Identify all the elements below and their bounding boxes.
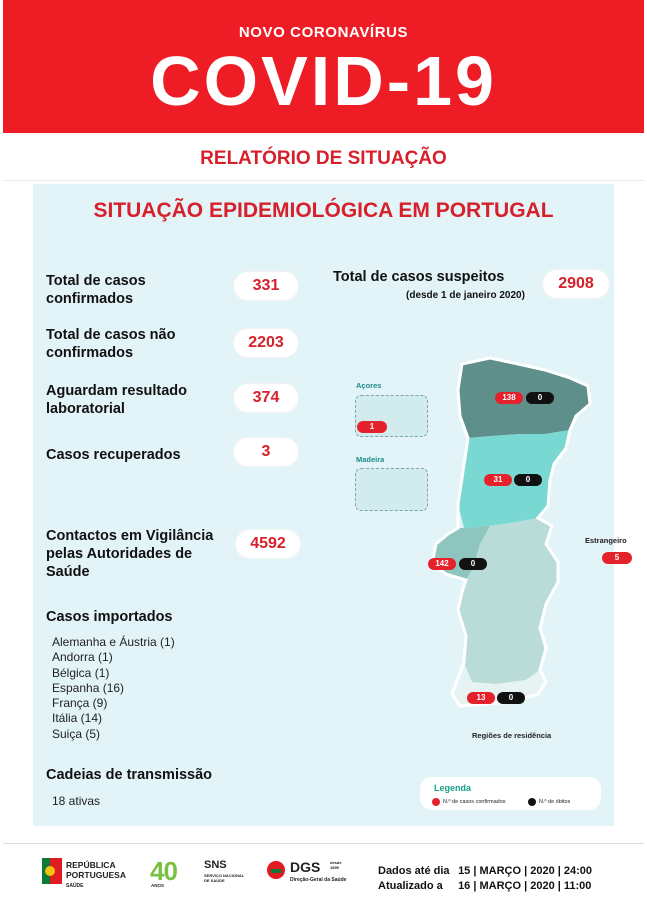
suspected-label: Total de casos suspeitos	[333, 269, 505, 285]
azores-label: Açores	[356, 381, 382, 390]
header-title: COVID-19	[150, 42, 497, 120]
sns-name: SNS	[204, 859, 227, 871]
panel-title: SITUAÇÃO EPIDEMIOLÓGICA EM PORTUGAL	[93, 199, 554, 222]
algarve-confirmed-badge: 13	[467, 692, 495, 704]
footer-divider	[3, 843, 644, 844]
not-confirmed-value: 2203	[234, 329, 298, 357]
report-title: RELATÓRIO DE SITUAÇÃO	[200, 148, 447, 169]
recovered-value: 3	[234, 438, 298, 466]
data-date-label: Dados até dia	[378, 865, 450, 877]
not-confirmed-label: Total de casos não confirmados	[46, 327, 176, 361]
region-north	[458, 358, 590, 438]
legend-deaths: N.º de óbitos	[528, 798, 570, 806]
legend-confirmed: N.º de casos confirmados	[432, 798, 506, 806]
madeira-label: Madeira	[356, 455, 385, 464]
updated-date-row: Atualizado a 16 | MARÇO | 2020 | 11:00	[378, 880, 591, 892]
republica-sub: SAÚDE	[66, 883, 84, 889]
abroad-label: Estrangeiro	[585, 536, 627, 545]
map-legend: Legenda N.º de casos confirmados N.º de …	[420, 777, 601, 810]
updated-date-label: Atualizado a	[378, 880, 443, 892]
chains-value: 18 ativas	[52, 794, 101, 808]
deaths-marker-icon	[528, 798, 536, 806]
list-item: Espanha (16)	[52, 680, 125, 695]
legend-deaths-label: N.º de óbitos	[539, 799, 571, 805]
divider	[3, 180, 644, 181]
sns-anniversary-number: 40	[150, 856, 178, 886]
list-item: Bélgica (1)	[52, 665, 110, 680]
confirmed-marker-icon	[432, 798, 440, 806]
imported-title: Casos importados	[46, 609, 173, 625]
sns-anniversary-years: ANOS	[151, 883, 165, 888]
algarve-deaths-badge: 0	[497, 692, 525, 704]
recovered-label: Casos recuperados	[46, 447, 181, 463]
sns-logo: 40 ANOS SNS SERVIÇO NACIONAL DE SAÚDE	[150, 856, 250, 892]
dgs-sub: Direção-Geral da Saúde	[290, 877, 347, 883]
regions-label: Regiões de residência	[472, 731, 552, 740]
contacts-label: Contactos em Vigilância pelas Autoridade…	[46, 528, 214, 580]
north-deaths-badge: 0	[526, 392, 554, 404]
suspected-note: (desde 1 de janeiro 2020)	[406, 290, 525, 301]
list-item: Andorra (1)	[52, 650, 113, 665]
updated-date-value: 16 | MARÇO | 2020 | 11:00	[458, 880, 592, 892]
legend-confirmed-label: N.º de casos confirmados	[443, 799, 506, 805]
legend-title: Legenda	[434, 783, 472, 793]
republica-line1: REPÚBLICA	[66, 860, 116, 870]
north-confirmed-badge: 138	[495, 392, 523, 404]
republica-logo: REPÚBLICA PORTUGUESA SAÚDE	[42, 856, 162, 892]
confirmed-label: Total de casos confirmados	[46, 273, 146, 307]
chains-title: Cadeias de transmissão	[46, 767, 213, 783]
header-banner: NOVO CORONAVÍRUS COVID-19	[3, 0, 644, 133]
confirmed-value: 331	[234, 272, 298, 300]
list-item: Alemanha e Áustria (1)	[52, 635, 175, 649]
data-date-row: Dados até dia 15 | MARÇO | 2020 | 24:00	[378, 865, 592, 877]
dgs-emblem-icon	[267, 861, 285, 879]
flag-emblem-icon	[42, 858, 62, 884]
suspected-value: 2908	[543, 270, 609, 298]
lisbon-deaths-badge: 0	[459, 558, 487, 570]
dgs-year: desde 1899	[330, 860, 342, 870]
pending-label: Aguardam resultado laboratorial	[46, 383, 187, 417]
list-item: França (9)	[52, 696, 108, 711]
country-outline	[430, 356, 592, 708]
lisbon-confirmed-badge: 142	[428, 558, 456, 570]
center-confirmed-badge: 31	[484, 474, 512, 486]
list-item: Itália (14)	[52, 711, 103, 726]
sns-sub: SERVIÇO NACIONAL DE SAÚDE	[204, 873, 245, 883]
header-supertitle: NOVO CORONAVÍRUS	[238, 24, 409, 41]
imported-list: Alemanha e Áustria (1) Andorra (1) Bélgi…	[52, 635, 175, 742]
republica-line2: PORTUGUESA	[66, 870, 126, 880]
center-deaths-badge: 0	[514, 474, 542, 486]
list-item: Suiça (5)	[52, 726, 101, 741]
data-date-value: 15 | MARÇO | 2020 | 24:00	[458, 865, 593, 877]
madeira-inset	[355, 468, 428, 511]
abroad-confirmed-badge: 5	[602, 552, 632, 564]
dgs-name: DGS	[290, 859, 321, 875]
dgs-logo: DGS desde 1899 Direção-Geral da Saúde	[266, 856, 366, 892]
contacts-value: 4592	[236, 530, 300, 558]
pending-value: 374	[234, 384, 298, 412]
azores-confirmed-badge: 1	[357, 421, 387, 433]
